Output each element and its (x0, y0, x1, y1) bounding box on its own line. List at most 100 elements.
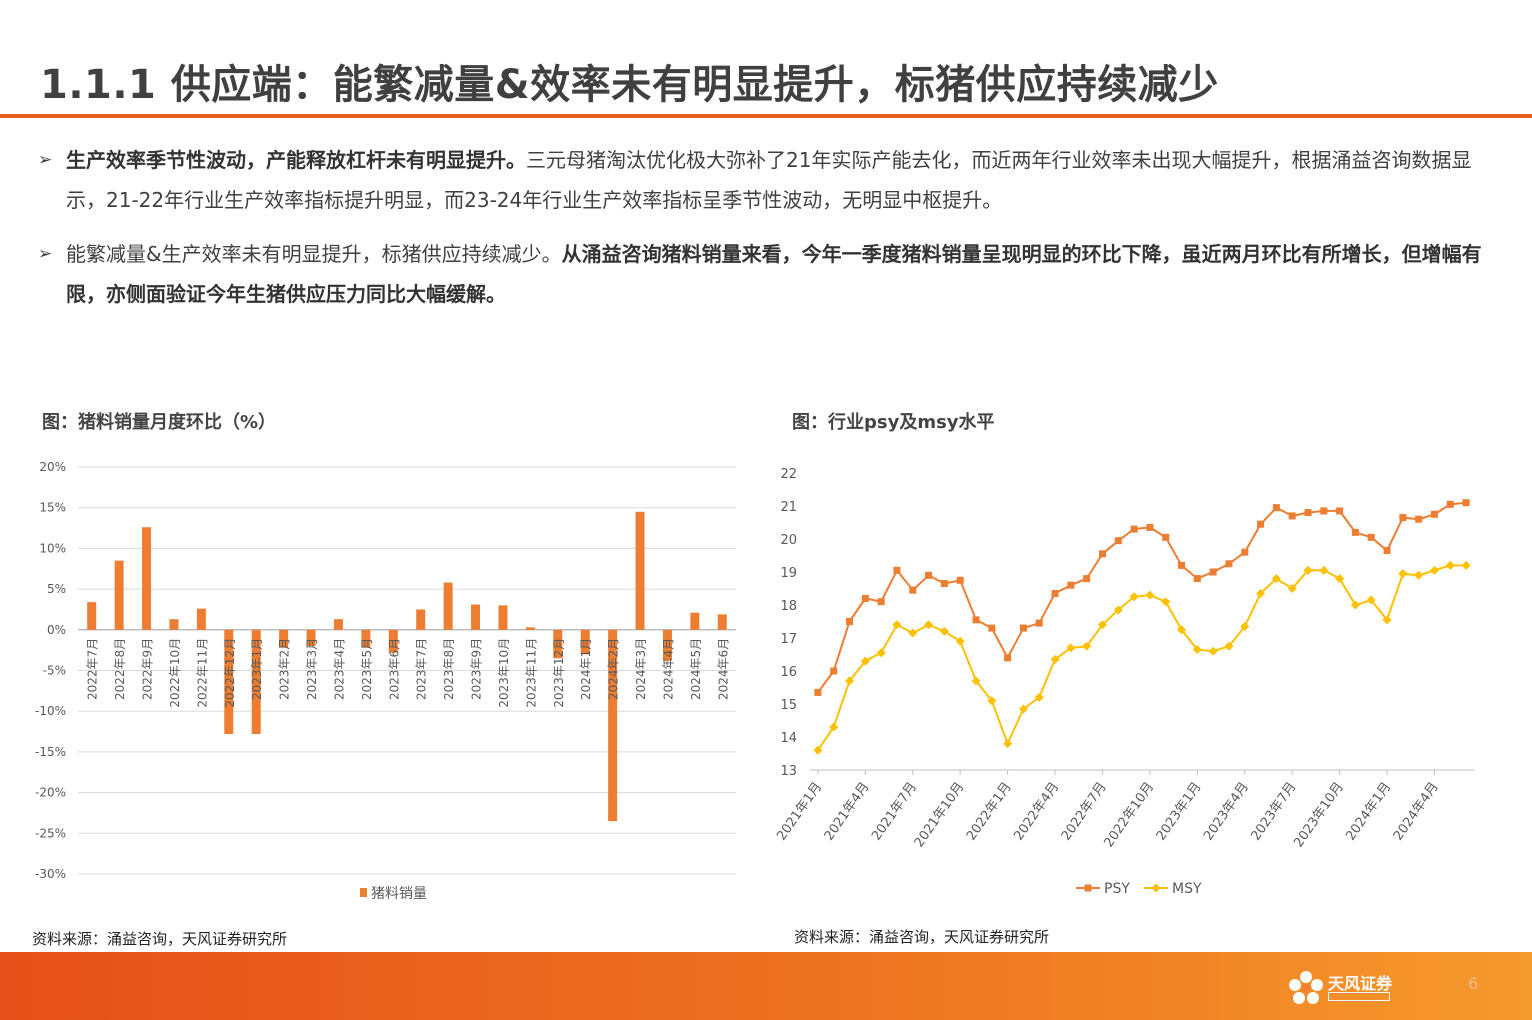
bar (498, 605, 508, 630)
y-tick-label: 21 (780, 500, 797, 515)
bar (553, 629, 563, 659)
y-tick-label: -20% (35, 786, 66, 800)
y-tick-label: 0% (47, 623, 66, 637)
data-point-msy (1366, 595, 1376, 605)
x-tick-label: 2024年1月 (579, 638, 593, 700)
data-point-psy (1399, 514, 1407, 522)
data-point-msy (1161, 597, 1171, 607)
bar (525, 627, 535, 630)
bar (471, 604, 481, 630)
x-tick-label: 2022年7月 (86, 638, 100, 700)
data-point-msy (1097, 620, 1107, 630)
y-tick-label: 15% (39, 501, 66, 515)
bar (690, 612, 700, 630)
line-chart: 22 21 20 19 18 17 16 15 14 132021年1月2021年4月2021年7… (774, 467, 1474, 897)
footer-band (0, 952, 1532, 1020)
data-point-msy (1018, 704, 1028, 714)
bar (196, 608, 206, 630)
data-point-psy (830, 667, 838, 675)
data-point-msy (955, 636, 965, 646)
y-tick-label: 5% (47, 582, 66, 596)
data-point-psy (1225, 560, 1233, 568)
data-point-msy (829, 722, 839, 732)
data-point-psy (1146, 523, 1154, 531)
data-point-psy (1257, 520, 1265, 528)
bullet-list: ➢ 生产效率季节性波动，产能释放杠杆未有明显提升。三元母猪淘汰优化极大弥补了21… (38, 140, 1498, 328)
data-point-psy (956, 576, 964, 584)
data-point-psy (861, 594, 869, 602)
y-tick-label: 22 (780, 467, 797, 482)
data-point-psy (909, 586, 917, 594)
legend-label: PSY (1104, 881, 1130, 897)
data-point-msy (892, 620, 902, 630)
bar (251, 629, 261, 734)
bar (224, 629, 234, 734)
bar (388, 629, 398, 653)
bar (87, 602, 97, 630)
data-point-psy (1035, 619, 1043, 627)
y-tick-label: 16 (780, 665, 797, 680)
y-tick-label: -5% (43, 664, 66, 678)
data-point-psy (940, 580, 948, 588)
x-tick-label: 2022年10月 (1102, 780, 1158, 851)
data-point-msy (1129, 592, 1139, 602)
data-point-msy (1461, 560, 1471, 570)
brand-logo: 天风证券 (1286, 966, 1396, 1010)
x-tick-label: 2023年3月 (305, 638, 319, 700)
x-tick-label: 2024年5月 (689, 638, 703, 700)
data-point-psy (1178, 561, 1186, 569)
bar (279, 629, 289, 648)
title-divider (0, 114, 1532, 118)
y-tick-label: 13 (780, 764, 797, 779)
x-tick-label: 2024年6月 (716, 638, 730, 700)
y-tick-label: 20% (39, 460, 66, 474)
bullet-bold-text: 从涌益咨询猪料销量来看，今年一季度猪料销量呈现明显的环比下降，虽近两月环比有所增… (66, 242, 1482, 306)
bar (717, 614, 727, 630)
x-tick-label: 2022年8月 (113, 638, 127, 700)
data-point-msy (924, 620, 934, 630)
data-point-psy (1462, 499, 1470, 507)
brand-sub-box (1328, 992, 1390, 1001)
data-point-psy (1446, 500, 1454, 508)
data-point-msy (1208, 646, 1218, 656)
bar (580, 629, 590, 655)
data-point-msy (1145, 590, 1155, 600)
data-point-psy (1019, 624, 1027, 632)
right-chart-title: 图：行业psy及msy水平 (792, 412, 995, 433)
data-point-msy (1445, 560, 1455, 570)
data-point-msy (1303, 565, 1313, 575)
legend-label: MSY (1172, 881, 1202, 897)
left-source-note: 资料来源：涌益咨询，天风证券研究所 (32, 930, 288, 948)
data-point-msy (987, 696, 997, 706)
data-point-psy (846, 618, 854, 625)
x-tick-label: 2021年7月 (869, 780, 920, 844)
y-tick-label: -25% (35, 826, 66, 840)
data-point-psy (877, 598, 885, 606)
x-tick-label: 2022年12月 (223, 638, 237, 708)
data-point-msy (1066, 643, 1076, 653)
data-point-msy (1050, 654, 1060, 664)
bar (608, 629, 618, 822)
bullet-item: ➢ 生产效率季节性波动，产能释放杠杆未有明显提升。三元母猪淘汰优化极大弥补了21… (38, 140, 1498, 220)
bar (142, 527, 152, 630)
x-tick-label: 2023年10月 (497, 638, 511, 708)
data-point-psy (1130, 525, 1138, 533)
data-point-msy (939, 626, 949, 636)
y-tick-label: 10% (39, 541, 66, 555)
x-tick-label: 2022年10月 (168, 638, 182, 708)
x-tick-label: 2023年4月 (1201, 780, 1252, 844)
bar (306, 629, 316, 647)
bar-chart: 20% 15% 10% 5% 0% -5% -10% -15% -20% -25% -30% 2022… (35, 460, 736, 902)
data-point-msy (1177, 625, 1187, 635)
x-tick-label: 2022年1月 (964, 780, 1015, 844)
y-tick-label: -15% (35, 745, 66, 759)
data-point-msy (1082, 641, 1092, 651)
data-point-psy (1351, 528, 1359, 536)
data-point-psy (1272, 504, 1280, 512)
data-point-msy (1224, 641, 1234, 651)
data-point-msy (1113, 605, 1123, 615)
bar (416, 609, 426, 630)
x-tick-label: 2024年3月 (634, 638, 648, 700)
left-chart-title: 图：猪料销量月度环比（%） (42, 412, 277, 433)
data-point-psy (1336, 507, 1344, 515)
